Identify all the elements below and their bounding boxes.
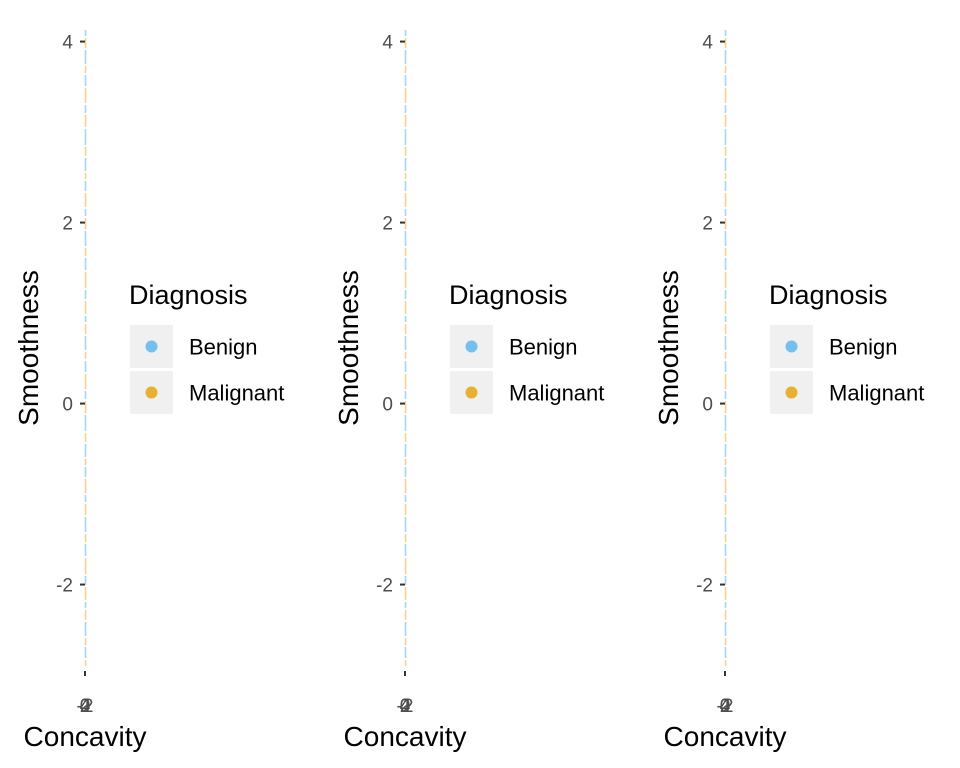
y-axis-title: Smoothness — [13, 270, 44, 426]
legend-label: Malignant — [189, 381, 284, 406]
x-tick-label: -2 — [717, 696, 734, 717]
legend-title: Diagnosis — [129, 280, 248, 310]
legend-marker — [785, 386, 798, 399]
legend-marker — [145, 386, 158, 399]
legend-label: Malignant — [829, 381, 924, 406]
x-tick-label: 0 — [400, 696, 411, 717]
x-axis-title: Concavity — [344, 721, 467, 752]
legend: Diagnosis Benign Malignant — [449, 280, 604, 414]
legend-label: Benign — [829, 335, 898, 360]
x-tick-label: 4 — [400, 696, 411, 717]
x-axis-title: Concavity — [24, 721, 147, 752]
legend-label: Benign — [189, 335, 258, 360]
y-tick-label: 0 — [702, 395, 713, 416]
chart-panel-2: -2 0 2 4 -2 0 2 4 Concavity Smoothness Diagnosis Be… — [320, 0, 640, 768]
x-tick-label: 0 — [720, 696, 731, 717]
y-tick-label: -2 — [56, 576, 73, 597]
chart-panel-3: -2 0 2 4 -2 0 2 4 Concavity Smoothness Diagnosis Be… — [640, 0, 960, 768]
y-tick-label: 0 — [62, 395, 73, 416]
x-tick-label: 2 — [400, 696, 411, 717]
legend-marker — [465, 386, 478, 399]
legend-title: Diagnosis — [769, 280, 888, 310]
y-axis-title: Smoothness — [653, 270, 684, 426]
y-tick-label: 4 — [702, 33, 713, 54]
x-tick-label: 4 — [80, 696, 91, 717]
y-tick-label: 0 — [382, 395, 393, 416]
x-tick-label: 4 — [720, 696, 731, 717]
legend-marker — [465, 340, 478, 353]
x-axis-title: Concavity — [664, 721, 787, 752]
y-tick-label: 2 — [62, 214, 73, 235]
y-tick-label: -2 — [696, 576, 713, 597]
y-tick-label: -2 — [376, 576, 393, 597]
legend-label: Benign — [509, 335, 578, 360]
y-axis-title: Smoothness — [333, 270, 364, 426]
legend-title: Diagnosis — [449, 280, 568, 310]
legend: Diagnosis Benign Malignant — [769, 280, 924, 414]
chart-panel-1: -2 0 2 4 -2 0 2 4 Concavity Smoothness Diagnosis Be… — [0, 0, 320, 768]
x-tick-label: 2 — [80, 696, 91, 717]
legend: Diagnosis Benign Malignant — [129, 280, 284, 414]
x-tick-label: -2 — [77, 696, 94, 717]
legend-marker — [785, 340, 798, 353]
x-tick-label: 0 — [80, 696, 91, 717]
y-tick-label: 2 — [382, 214, 393, 235]
legend-label: Malignant — [509, 381, 604, 406]
x-tick-label: -2 — [397, 696, 414, 717]
y-tick-label: 4 — [382, 33, 393, 54]
y-tick-label: 4 — [62, 33, 73, 54]
legend-marker — [145, 340, 158, 353]
x-tick-label: 2 — [720, 696, 731, 717]
y-tick-label: 2 — [702, 214, 713, 235]
